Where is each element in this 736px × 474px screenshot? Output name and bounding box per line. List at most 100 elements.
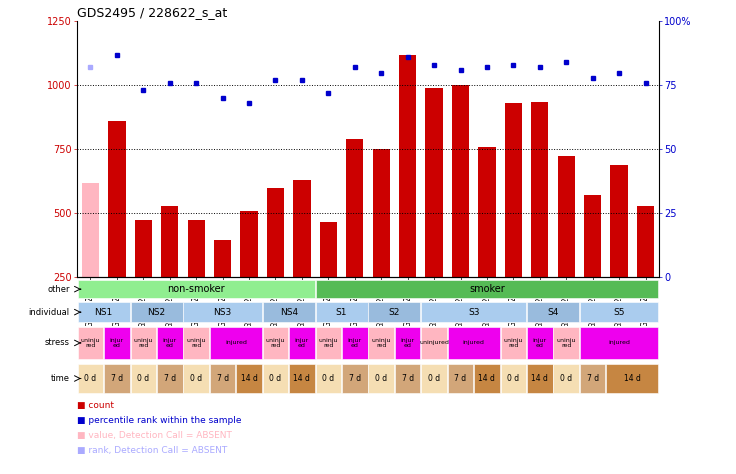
Bar [369, 364, 394, 393]
Bar [580, 327, 658, 359]
Text: NS2: NS2 [147, 308, 166, 317]
Text: 0 d: 0 d [322, 374, 334, 383]
Text: 14 d: 14 d [294, 374, 311, 383]
Text: injur
ed: injur ed [110, 338, 124, 348]
Bar [267, 188, 284, 277]
Text: 14 d: 14 d [531, 374, 548, 383]
Text: 0 d: 0 d [269, 374, 282, 383]
Text: S1: S1 [336, 308, 347, 317]
Bar [130, 364, 156, 393]
Bar [319, 222, 337, 277]
Text: uninju
red: uninju red [319, 338, 338, 348]
Bar [527, 302, 579, 322]
Bar [183, 327, 209, 359]
Text: 0 d: 0 d [190, 374, 202, 383]
Bar [421, 364, 447, 393]
Bar [558, 156, 575, 277]
Bar [294, 180, 311, 277]
Bar [342, 364, 367, 393]
Text: stress: stress [45, 338, 70, 347]
Bar [421, 302, 526, 322]
Text: ■ percentile rank within the sample: ■ percentile rank within the sample [77, 416, 242, 425]
Bar [104, 364, 130, 393]
Bar [452, 85, 469, 277]
Text: S4: S4 [548, 308, 559, 317]
Bar [421, 327, 447, 359]
Text: 0 d: 0 d [507, 374, 520, 383]
Text: time: time [51, 374, 70, 383]
Bar [500, 327, 526, 359]
Text: injur
ed: injur ed [347, 338, 362, 348]
Text: 7 d: 7 d [163, 374, 176, 383]
Bar [108, 121, 126, 277]
Bar [210, 327, 262, 359]
Bar [263, 302, 315, 322]
Bar [214, 240, 231, 277]
Text: 14 d: 14 d [241, 374, 258, 383]
Bar [553, 364, 579, 393]
Bar [157, 327, 183, 359]
Bar [82, 182, 99, 277]
Bar [78, 281, 315, 298]
Bar [531, 102, 548, 277]
Bar [161, 206, 178, 277]
Text: uninju
red: uninju red [81, 338, 100, 348]
Bar [425, 88, 442, 277]
Text: 7 d: 7 d [216, 374, 229, 383]
Bar [584, 195, 601, 277]
Bar [399, 55, 417, 277]
Bar [610, 164, 628, 277]
Bar [78, 302, 130, 322]
Text: injured: injured [463, 340, 484, 346]
Text: injur
ed: injur ed [163, 338, 177, 348]
Text: 14 d: 14 d [478, 374, 495, 383]
Text: uninju
red: uninju red [503, 338, 523, 348]
Text: S5: S5 [613, 308, 625, 317]
Text: uninju
red: uninju red [186, 338, 206, 348]
Text: injur
ed: injur ed [533, 338, 547, 348]
Bar [316, 327, 342, 359]
Bar [500, 364, 526, 393]
Text: S2: S2 [389, 308, 400, 317]
Bar [188, 220, 205, 277]
Bar [369, 327, 394, 359]
Text: S3: S3 [468, 308, 479, 317]
Text: non-smoker: non-smoker [167, 284, 225, 294]
Bar [478, 147, 495, 277]
Text: 7 d: 7 d [454, 374, 467, 383]
Bar [135, 220, 152, 277]
Bar [183, 364, 209, 393]
Bar [78, 364, 103, 393]
Bar [394, 364, 420, 393]
Bar [505, 103, 522, 277]
Text: 7 d: 7 d [111, 374, 123, 383]
Bar [104, 327, 130, 359]
Text: uninju
red: uninju red [372, 338, 391, 348]
Text: uninju
red: uninju red [134, 338, 153, 348]
Text: 14 d: 14 d [624, 374, 641, 383]
Bar [342, 327, 367, 359]
Text: uninjured: uninjured [419, 340, 449, 346]
Bar [316, 364, 342, 393]
Text: ■ rank, Detection Call = ABSENT: ■ rank, Detection Call = ABSENT [77, 446, 227, 455]
Text: 0 d: 0 d [560, 374, 573, 383]
Text: 0 d: 0 d [138, 374, 149, 383]
Bar [580, 364, 606, 393]
Bar [210, 364, 236, 393]
Text: other: other [47, 285, 70, 293]
Text: ■ value, Detection Call = ABSENT: ■ value, Detection Call = ABSENT [77, 431, 232, 440]
Text: injured: injured [608, 340, 630, 346]
Bar [474, 364, 500, 393]
Text: uninju
red: uninju red [266, 338, 286, 348]
Bar [263, 364, 289, 393]
Bar [130, 302, 183, 322]
Bar [394, 327, 420, 359]
Text: 7 d: 7 d [349, 374, 361, 383]
Bar [289, 364, 315, 393]
Bar [369, 302, 420, 322]
Bar [447, 327, 500, 359]
Text: 0 d: 0 d [85, 374, 96, 383]
Text: uninju
red: uninju red [556, 338, 576, 348]
Bar [637, 206, 654, 277]
Bar [447, 364, 473, 393]
